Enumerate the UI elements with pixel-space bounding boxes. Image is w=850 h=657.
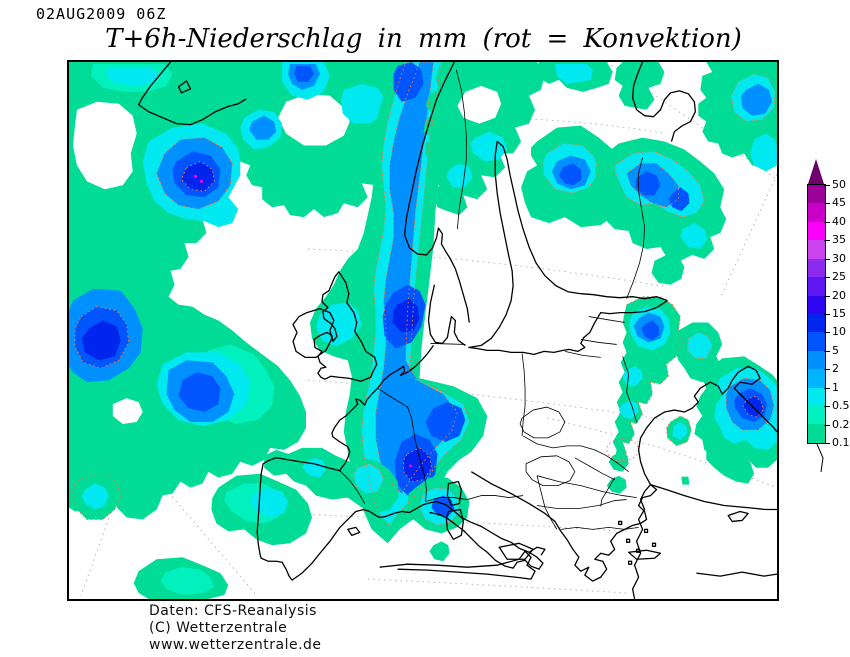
colorbar-tick <box>824 369 830 371</box>
precip-southwest-patches <box>71 447 399 599</box>
colorbar-segment <box>808 369 825 388</box>
attribution-data-source: Daten: CFS-Reanalysis <box>149 603 317 619</box>
colorbar-label: 1 <box>832 380 839 394</box>
coast-corsica <box>446 481 462 507</box>
colorbar-tick <box>824 406 830 408</box>
colorbar-tail-icon <box>816 444 824 473</box>
colorbar-tick <box>824 221 830 223</box>
colorbar-segment <box>808 424 825 443</box>
colorbar-label: 5 <box>832 343 839 357</box>
colorbar-tick <box>824 424 830 426</box>
colorbar-tick <box>824 185 830 186</box>
precip-northsea-band <box>309 62 488 544</box>
coast-africa <box>379 550 536 580</box>
coast-netherlands <box>377 345 434 389</box>
country-borders <box>339 69 645 530</box>
precip-alps-italy <box>407 477 470 562</box>
attribution-copyright: (C) Wetterzentrale <box>149 620 288 636</box>
coast-iceland <box>138 62 247 126</box>
colorbar-label: 2 <box>832 362 839 376</box>
coast-turkey-north <box>650 484 777 511</box>
coast-balearics <box>347 526 361 537</box>
colorbar-segment <box>808 185 825 204</box>
colorbar-tick <box>824 277 830 279</box>
map-canvas <box>69 62 777 599</box>
colorbar-segment <box>808 258 825 278</box>
colorbar-label: 30 <box>832 251 846 265</box>
colorbar-segment <box>808 313 825 333</box>
coastlines <box>138 62 777 599</box>
attribution: Daten: CFS-Reanalysis (C) Wetterzentrale… <box>149 603 322 654</box>
coast-dalmatia <box>470 471 562 532</box>
colorbar-label: 20 <box>832 288 846 302</box>
colorbar-segment <box>808 387 825 407</box>
coast-sardinia <box>445 508 464 540</box>
colorbar-tick <box>824 387 830 389</box>
coast-italy <box>409 500 544 570</box>
coast-britain <box>313 271 378 382</box>
coast-whitesea <box>631 62 696 142</box>
colorbar-segment <box>808 295 825 314</box>
coast-turkey-west <box>631 484 652 599</box>
colorbar-segment <box>808 332 825 351</box>
colorbar-tick <box>824 240 830 242</box>
colorbar-tick <box>824 295 830 297</box>
colorbar-label: 25 <box>832 270 846 284</box>
colorbar-label: 40 <box>832 214 846 228</box>
coast-sweden-finland <box>469 140 668 349</box>
coast-crete <box>627 549 662 560</box>
colorbar-tick <box>824 350 830 352</box>
coast-blacksea <box>637 365 777 485</box>
precip-atlantic-field <box>69 62 306 512</box>
colorbar-tick <box>824 203 830 205</box>
run-datetime: 02AUG2009 06Z <box>36 5 167 23</box>
colorbar-label: 0.2 <box>832 417 850 431</box>
coast-cyprus <box>727 510 749 523</box>
colorbar-segment <box>808 240 825 259</box>
colorbar-tick <box>824 258 830 260</box>
colorbar-segment <box>808 350 825 370</box>
coast-west-europe <box>256 387 410 581</box>
precip-northeast-systems <box>590 62 777 285</box>
coast-denmark <box>427 284 466 346</box>
colorbar-tick <box>824 332 830 334</box>
colorbar-label: 0.1 <box>832 436 850 449</box>
coast-greece <box>560 484 658 582</box>
coast-iceland-islet <box>177 80 192 94</box>
coast-norway <box>403 62 470 323</box>
colorbar-segment <box>808 277 825 296</box>
colorbar-segment <box>808 406 825 425</box>
colorbar-arrow-icon <box>808 159 824 184</box>
precip-colorbar: 50 45 40 35 30 25 20 15 10 5 2 1 0.5 0.2 0.1 <box>807 159 850 479</box>
precip-iceland-system <box>238 62 416 218</box>
colorbar-tick <box>824 314 830 315</box>
colorbar-label: 10 <box>832 325 846 339</box>
colorbar-label: 35 <box>832 233 846 247</box>
page-title: T+6h-Niederschlag in mm (rot = Konvektio… <box>105 24 742 54</box>
attribution-url: www.wetterzentrale.de <box>149 637 322 653</box>
coast-sicily <box>498 542 534 560</box>
colorbar-label: 0.5 <box>832 399 850 413</box>
coast-ireland <box>292 307 335 358</box>
heavy-precip-dots <box>193 174 412 468</box>
forecast-map <box>67 60 779 601</box>
coast-baltic-south <box>468 300 668 356</box>
coast-levant <box>696 571 777 577</box>
colorbar-label: 45 <box>832 196 846 210</box>
colorbar-segment <box>808 221 825 241</box>
colorbar-tick <box>824 443 830 444</box>
colorbar-segment <box>808 203 825 222</box>
colorbar-label: 15 <box>832 307 846 320</box>
colorbar-labels: 50 45 40 35 30 25 20 15 10 5 2 1 0.5 0.2 0.1 <box>807 178 850 449</box>
colorbar-label: 50 <box>832 178 846 191</box>
